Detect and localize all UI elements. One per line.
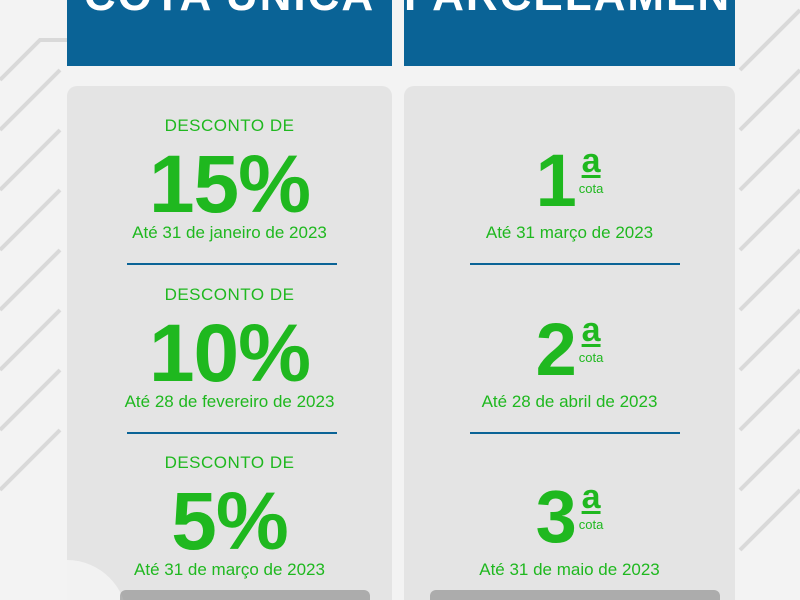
- installment-number: 3 a cota: [404, 475, 735, 558]
- cota-unica-panel: DESCONTO DE 15% Até 31 de janeiro de 202…: [67, 86, 392, 600]
- discount-value: 5%: [171, 476, 289, 567]
- installment-deadline: Até 31 março de 2023: [485, 223, 654, 242]
- divider: [470, 432, 680, 434]
- discount-label: DESCONTO DE: [164, 453, 295, 472]
- header-cota-unica: COTA ÚNICA: [67, 0, 392, 66]
- discount-deadline: Até 31 de janeiro de 2023: [132, 223, 327, 242]
- installment-digit: 3: [535, 475, 577, 558]
- installment-deadline: Até 28 de abril de 2023: [481, 392, 658, 411]
- header-parcelamento: PARCELAMENTO: [404, 0, 735, 66]
- installment-digit: 2: [535, 308, 577, 391]
- installment-ordinal: a: [581, 478, 601, 516]
- panel-base-shadow: [120, 590, 370, 600]
- installment-number: 2 a cota: [404, 308, 735, 391]
- installment-deadline: Até 31 de maio de 2023: [479, 560, 660, 579]
- discount-deadline: Até 28 de fevereiro de 2023: [124, 392, 335, 411]
- discount-value: 15%: [148, 139, 311, 230]
- installment-word: cota: [578, 350, 604, 365]
- parcelamento-panel: 1 a cota Até 31 março de 2023 2 a cota A…: [404, 86, 735, 600]
- header-parcelamento-title: PARCELAMENTO: [404, 0, 735, 18]
- divider: [470, 263, 680, 265]
- installment-word: cota: [578, 517, 604, 532]
- discount-value: 10%: [148, 308, 311, 399]
- installment-digit: 1: [535, 139, 577, 222]
- discount-label: DESCONTO DE: [164, 116, 295, 135]
- installment-number: 1 a cota: [404, 139, 735, 222]
- header-cota-unica-title: COTA ÚNICA: [67, 0, 392, 18]
- discount-label: DESCONTO DE: [164, 285, 295, 304]
- panel-base-shadow: [430, 590, 720, 600]
- installment-word: cota: [578, 181, 604, 196]
- installment-ordinal: a: [581, 142, 601, 180]
- divider: [127, 263, 337, 265]
- discount-deadline: Até 31 de março de 2023: [134, 560, 325, 579]
- divider: [127, 432, 337, 434]
- installment-ordinal: a: [581, 311, 601, 349]
